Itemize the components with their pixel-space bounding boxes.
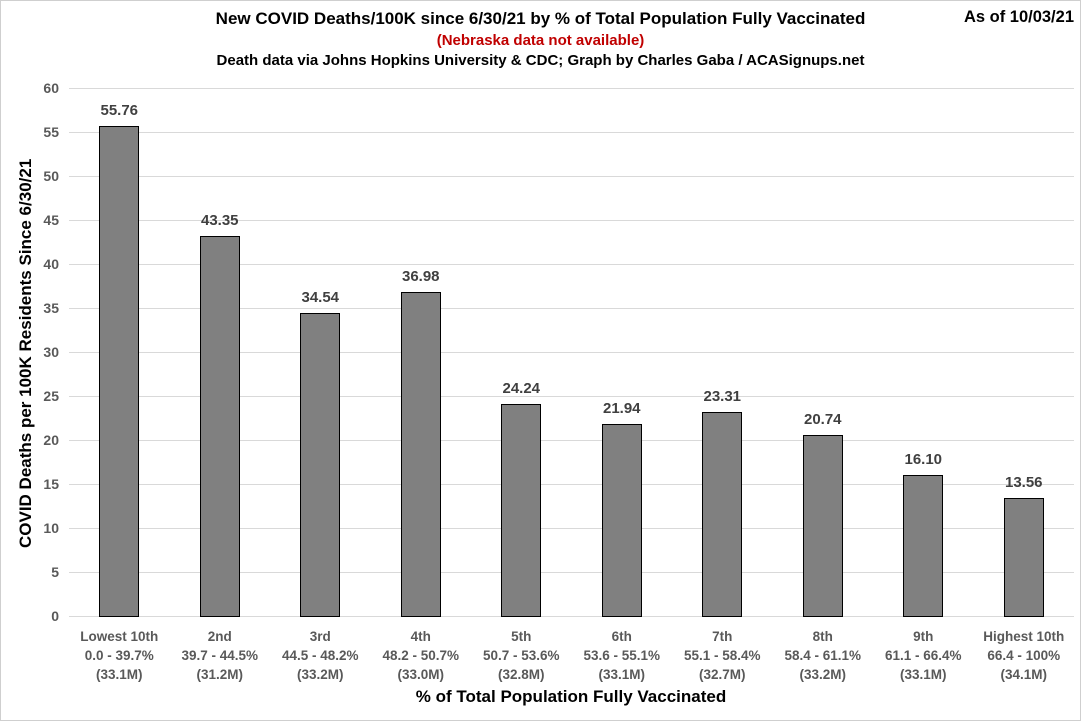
- x-category-label-line: (32.7M): [698, 667, 746, 682]
- gridline: [69, 220, 1074, 221]
- bar-value-label: 55.76: [100, 102, 139, 120]
- bar-4: [400, 291, 441, 617]
- bar-2: [199, 235, 240, 617]
- y-axis-ticks: 0 5 10 15 20 25 30 35 40 45 50 55 60: [1, 80, 59, 624]
- x-category-label-line: 8th: [812, 629, 833, 644]
- y-tick-label: 55: [43, 124, 59, 140]
- bar-value-label: 23.31: [703, 387, 742, 405]
- gridline: [69, 132, 1074, 133]
- bar-3: [300, 313, 341, 617]
- x-category-label-line: (33.2M): [296, 667, 344, 682]
- x-category-label-line: 0.0 - 39.7%: [84, 648, 154, 663]
- x-category-label: Highest 10th 66.4 - 100% (34.1M): [983, 627, 1064, 684]
- gridline: [69, 88, 1074, 89]
- bar-value-label: 43.35: [200, 211, 239, 229]
- nebraska-note: (Nebraska data not available): [436, 32, 645, 49]
- y-tick-label: 0: [51, 608, 59, 624]
- x-category-label-line: (32.8M): [497, 667, 545, 682]
- bar-value-label: 34.54: [301, 289, 340, 307]
- bar-value-label: 24.24: [502, 379, 541, 397]
- x-category-label-line: 66.4 - 100%: [987, 648, 1061, 663]
- y-tick-label: 40: [43, 256, 59, 272]
- chart-title: New COVID Deaths/100K since 6/30/21 by %…: [215, 9, 866, 28]
- x-category-label-line: 4th: [410, 629, 431, 644]
- bar-5: [501, 403, 542, 617]
- y-tick-label: 30: [43, 344, 59, 360]
- x-category-label-line: 61.1 - 66.4%: [884, 648, 962, 663]
- x-category-label-line: Lowest 10th: [80, 629, 159, 644]
- y-tick-label: 35: [43, 300, 59, 316]
- x-category-label-line: 3rd: [309, 629, 331, 644]
- x-category-label-line: (33.1M): [899, 667, 947, 682]
- bar-7: [702, 411, 743, 617]
- bar-value-label: 20.74: [803, 410, 842, 428]
- bar-value-label: 36.98: [401, 267, 440, 285]
- x-category-label: 6th 53.6 - 55.1% (33.1M): [583, 627, 660, 684]
- x-category-label: 7th 55.1 - 58.4% (32.7M): [684, 627, 761, 684]
- y-tick-label: 45: [43, 212, 59, 228]
- gridline: [69, 176, 1074, 177]
- x-category-label-line: 6th: [611, 629, 632, 644]
- x-category-label-line: 55.1 - 58.4%: [683, 648, 761, 663]
- gridline: [69, 616, 1074, 617]
- bar-10: [1003, 497, 1044, 617]
- x-category-label-line: 39.7 - 44.5%: [181, 648, 259, 663]
- x-category-label-line: 9th: [913, 629, 934, 644]
- x-category-label-line: 5th: [511, 629, 532, 644]
- gridline: [69, 352, 1074, 353]
- x-category-label: 8th 58.4 - 61.1% (33.2M): [784, 627, 861, 684]
- bar-value-label: 13.56: [1004, 473, 1043, 491]
- y-tick-label: 5: [51, 564, 59, 580]
- x-category-label-line: (33.1M): [95, 667, 143, 682]
- bar-value-label: 21.94: [602, 399, 641, 417]
- x-category-label: 3rd 44.5 - 48.2% (33.2M): [282, 627, 359, 684]
- bar-value-label: 16.10: [904, 451, 943, 469]
- x-category-label-line: (31.2M): [196, 667, 243, 682]
- y-tick-label: 20: [43, 432, 59, 448]
- y-tick-label: 15: [43, 476, 59, 492]
- x-category-label-line: 50.7 - 53.6%: [482, 648, 560, 663]
- x-category-label-line: (33.2M): [799, 667, 846, 682]
- bar-6: [601, 423, 642, 617]
- x-category-label: 9th 61.1 - 66.4% (33.1M): [885, 627, 962, 684]
- x-category-label-line: 7th: [712, 629, 733, 644]
- x-category-label-line: 2nd: [207, 629, 232, 644]
- as-of-date: As of 10/03/21: [963, 8, 1074, 26]
- credit-line: Death data via Johns Hopkins University …: [216, 52, 865, 69]
- x-category-label-line: (33.0M): [397, 667, 444, 682]
- gridline: [69, 528, 1074, 529]
- gridline: [69, 484, 1074, 485]
- x-category-label-line: (34.1M): [1000, 667, 1048, 682]
- y-tick-label: 50: [43, 168, 59, 184]
- y-tick-label: 60: [43, 80, 59, 96]
- plot-area: 55.76 43.35 34.54 36.98 24.24 21.94 23.31 20.74…: [69, 88, 1074, 617]
- gridline: [69, 396, 1074, 397]
- x-category-label: Lowest 10th 0.0 - 39.7% (33.1M): [80, 627, 158, 684]
- x-category-label-line: 44.5 - 48.2%: [281, 648, 359, 663]
- bar-8: [802, 434, 843, 617]
- gridline: [69, 308, 1074, 309]
- x-category-label-line: 48.2 - 50.7%: [382, 648, 460, 663]
- x-category-label: 2nd 39.7 - 44.5% (31.2M): [181, 627, 258, 684]
- x-axis-title: % of Total Population Fully Vaccinated: [415, 687, 727, 706]
- gridline: [69, 572, 1074, 573]
- x-category-label: 5th 50.7 - 53.6% (32.8M): [483, 627, 560, 684]
- x-category-label-line: 58.4 - 61.1%: [784, 648, 862, 663]
- x-category-label-line: Highest 10th: [983, 629, 1065, 644]
- x-category-label: 4th 48.2 - 50.7% (33.0M): [382, 627, 459, 684]
- y-tick-label: 10: [43, 520, 59, 536]
- y-tick-label: 25: [43, 388, 59, 404]
- bar-1: [99, 126, 140, 617]
- x-category-label-line: (33.1M): [598, 667, 645, 682]
- x-category-label-line: 53.6 - 55.1%: [583, 648, 661, 663]
- bar-9: [903, 475, 944, 617]
- gridline: [69, 264, 1074, 265]
- gridline: [69, 440, 1074, 441]
